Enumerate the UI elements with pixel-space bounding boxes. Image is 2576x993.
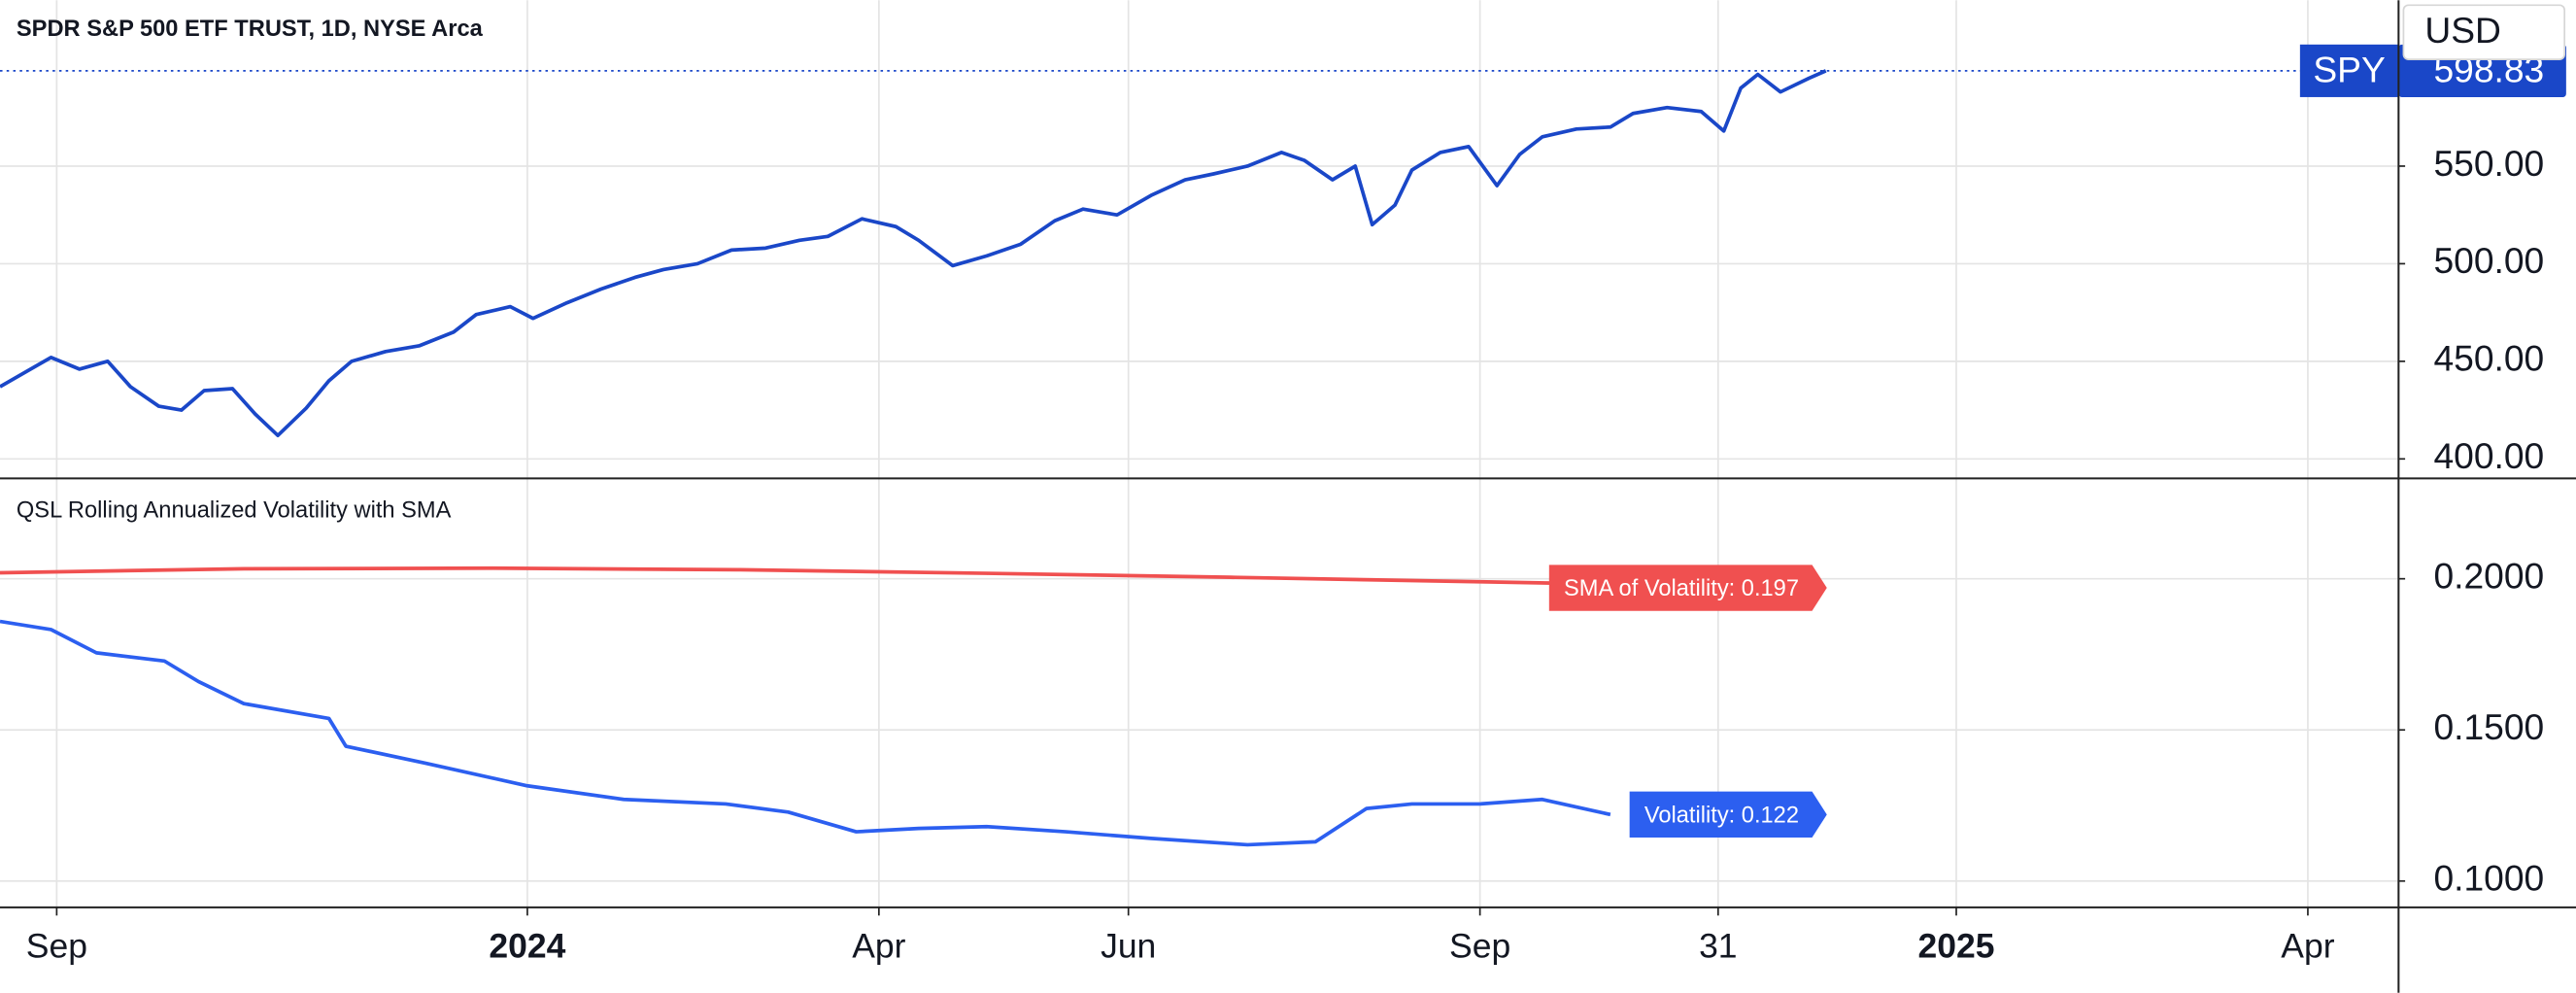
currency-box[interactable] <box>2402 4 2566 60</box>
chart-title: SPDR S&P 500 ETF TRUST, 1D, NYSE Arca <box>17 17 484 42</box>
y-tick-label: 400.00 <box>2433 435 2544 476</box>
series-line <box>0 69 1827 438</box>
y-tick-label: 550.00 <box>2433 143 2544 184</box>
value-tag-shape <box>1629 791 1827 839</box>
x-tick-label: 2025 <box>1918 926 1995 965</box>
y-tick-label: 500.00 <box>2433 240 2544 281</box>
x-tick-label: Jun <box>1101 926 1156 965</box>
x-tick-label: Sep <box>1449 926 1510 965</box>
y-tick-label: 0.1500 <box>2433 706 2544 747</box>
x-tick-label: 2024 <box>489 926 565 965</box>
y-tick-label: 0.1000 <box>2433 858 2544 899</box>
value-tag: Volatility: 0.122 <box>1629 791 1827 839</box>
x-tick-label: 31 <box>1699 926 1738 965</box>
x-tick-label: Apr <box>852 926 905 965</box>
x-tick-label: Apr <box>2281 926 2334 965</box>
y-tick-label: 0.2000 <box>2433 556 2544 597</box>
currency-label[interactable]: USD <box>2424 10 2501 51</box>
series-name-tag <box>2299 44 2399 97</box>
series-line <box>0 619 1611 847</box>
x-tick-label: Sep <box>26 926 87 965</box>
series-name: SPY <box>2313 49 2385 89</box>
value-tag-shape <box>1548 565 1827 611</box>
y-tick-label: 450.00 <box>2433 338 2544 379</box>
indicator-title: QSL Rolling Annualized Volatility with S… <box>17 497 452 523</box>
value-label: Volatility: 0.122 <box>1644 803 1799 828</box>
value-label: SMA of Volatility: 0.197 <box>1564 576 1799 601</box>
value-tag: SMA of Volatility: 0.197 <box>1548 565 1827 611</box>
series-line <box>0 565 1810 590</box>
